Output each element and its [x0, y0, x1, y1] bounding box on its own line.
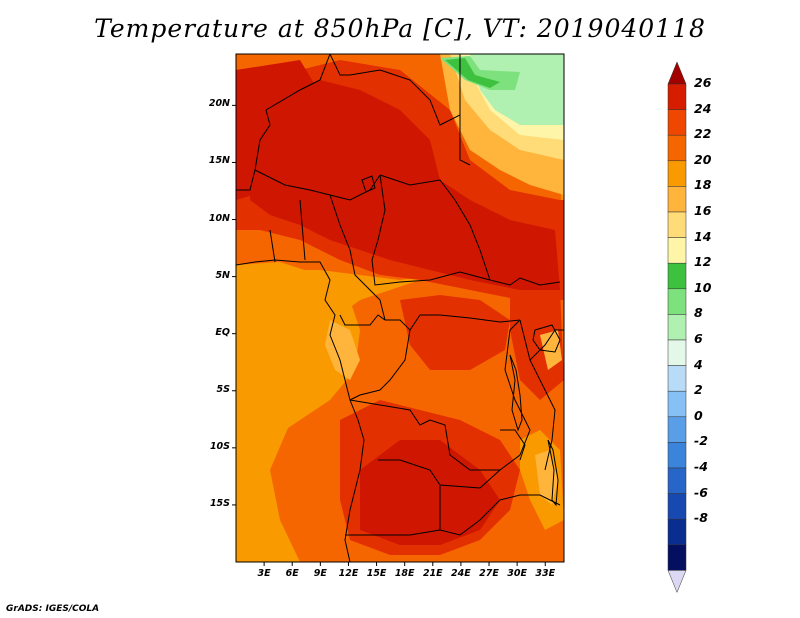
lake-tanganyika	[509, 354, 523, 432]
colorbar-label: 12	[694, 254, 712, 270]
colorbar-label: -8	[694, 510, 708, 526]
colorbar-swatch	[667, 390, 687, 418]
credit-text: GrADS: IGES/COLA	[6, 604, 100, 614]
colorbar-label: 4	[694, 356, 703, 372]
colorbar-swatch	[667, 134, 687, 162]
colorbar-label: 8	[694, 305, 703, 321]
lon-tick-label: 6E	[285, 568, 299, 579]
colorbar-swatch	[667, 467, 687, 494]
lat-tick-label: 5N	[215, 269, 230, 281]
lon-tick-label: 3E	[257, 568, 271, 579]
colorbar-swatch	[667, 570, 687, 594]
colorbar	[667, 61, 687, 594]
lon-tick-label: 18E	[394, 568, 415, 579]
lat-tick-marks	[232, 104, 236, 506]
lon-tick-label: 24E	[451, 568, 471, 579]
lake-chad	[361, 175, 376, 193]
contour-18c-coast	[325, 320, 360, 380]
lon-tick-label: 21E	[422, 568, 443, 579]
colorbar-label: 6	[694, 331, 703, 346]
colorbar-swatch	[667, 518, 687, 546]
map-frame	[235, 53, 565, 563]
contour-26c-north-west	[236, 60, 330, 200]
colorbar-swatch	[667, 544, 687, 571]
colorbar-label: 14	[694, 228, 712, 244]
colorbar-label: 16	[694, 203, 712, 218]
lake-victoria	[532, 324, 561, 353]
colorbar-swatch	[667, 416, 687, 443]
colorbar-swatch	[667, 186, 687, 213]
lat-tick-label: 5S	[216, 383, 230, 395]
coastline	[236, 259, 365, 562]
lon-tick-label: 15E	[366, 568, 387, 579]
contour-8c-ne	[445, 58, 500, 88]
lon-tick-marks	[263, 562, 546, 566]
lat-tick-label: 10S	[209, 440, 230, 452]
lon-tick-label: 30E	[507, 568, 527, 579]
colorbar-swatch	[667, 288, 687, 315]
lon-tick-label: 33E	[535, 568, 556, 579]
lat-tick-label: 20N	[208, 98, 230, 110]
colorbar-swatch	[667, 365, 687, 392]
lat-tick-label: EQ	[215, 326, 230, 338]
colorbar-swatch	[667, 493, 687, 520]
chart-title: Temperature at 850hPa [C], VT: 201904011…	[94, 14, 706, 43]
contour-24c-central	[400, 295, 510, 370]
colorbar-label: 24	[694, 100, 712, 116]
colorbar-swatch	[667, 442, 687, 469]
colorbar-swatch	[667, 160, 687, 187]
colorbar-swatch	[667, 61, 687, 85]
lon-tick-label: 27E	[479, 568, 499, 579]
colorbar-label: 0	[694, 407, 703, 423]
lat-tick-label: 10N	[208, 212, 230, 224]
colorbar-label: 20	[694, 151, 712, 167]
colorbar-swatch	[667, 211, 687, 238]
colorbar-label: 10	[694, 279, 712, 295]
lat-tick-label: 15S	[209, 497, 230, 509]
lake-malawi	[547, 439, 559, 507]
colorbar-label: 22	[694, 126, 712, 142]
colorbar-swatch	[667, 237, 687, 264]
colorbar-label: 18	[694, 177, 712, 193]
colorbar-label: 26	[694, 75, 712, 90]
contour-26c-north	[250, 80, 560, 290]
colorbar-swatch	[667, 83, 687, 110]
colorbar-label: 2	[694, 382, 703, 398]
lon-tick-label: 12E	[338, 568, 359, 579]
colorbar-label: -6	[694, 484, 708, 500]
lon-tick-label: 9E	[313, 568, 327, 579]
colorbar-swatch	[667, 314, 687, 341]
colorbar-swatch	[667, 339, 687, 366]
colorbar-swatch	[667, 109, 687, 136]
colorbar-swatch	[667, 262, 687, 290]
lat-tick-label: 15N	[208, 155, 230, 167]
colorbar-label: -2	[694, 433, 708, 449]
contour-18c-east-spot	[540, 330, 562, 370]
colorbar-label: -4	[694, 459, 708, 474]
